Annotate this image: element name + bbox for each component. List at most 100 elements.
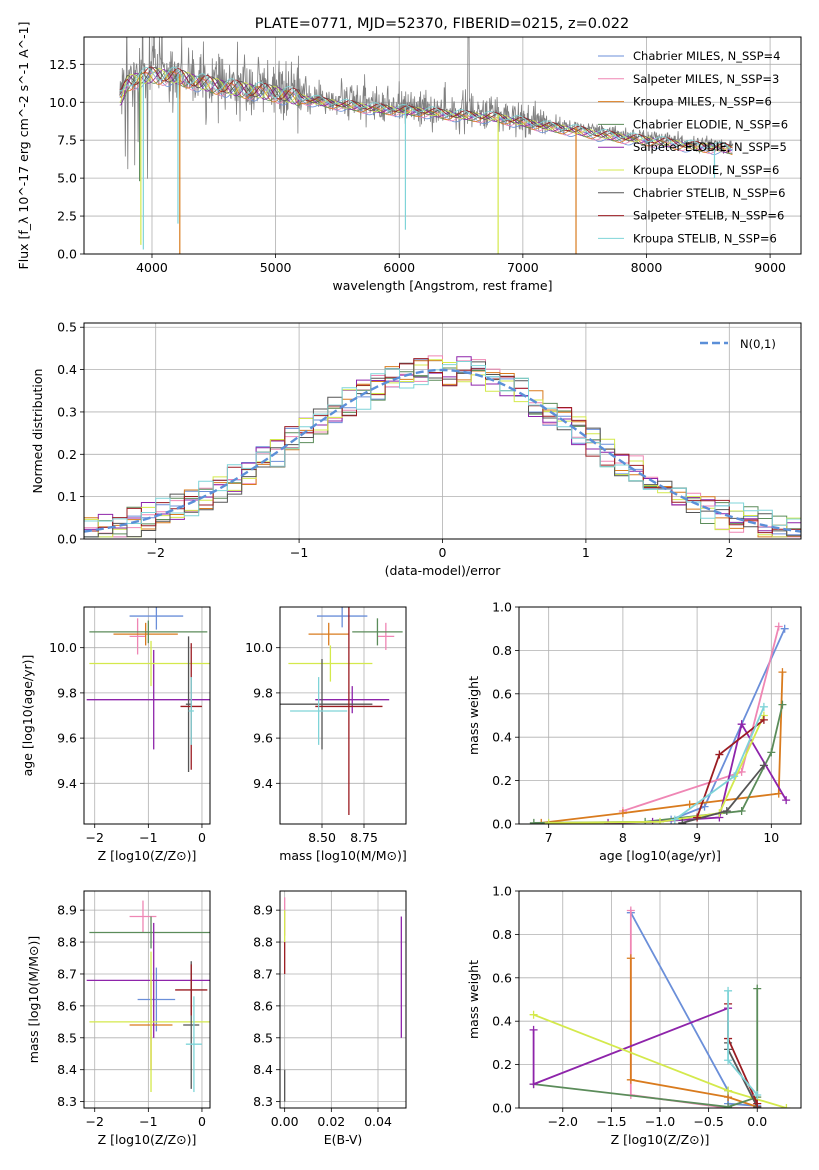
y-tick-label: 0.6 xyxy=(492,970,512,985)
x-tick-label: 1 xyxy=(582,545,590,560)
y-tick-label: 5.0 xyxy=(57,171,77,186)
weight-point-marker xyxy=(529,1010,538,1019)
plot-area xyxy=(84,355,801,538)
errorbar-point xyxy=(377,622,395,650)
y-tick-label: 10.0 xyxy=(49,640,77,655)
x-tick-label: −2 xyxy=(86,830,104,845)
y-tick-label: 7.5 xyxy=(57,133,77,148)
x-tick-label: 0.04 xyxy=(364,1114,392,1129)
plot-area xyxy=(86,607,210,773)
y-tick-label: 9.6 xyxy=(253,731,273,746)
legend-entry: Chabrier STELIB, N_SSP=6 xyxy=(633,186,785,200)
weight-point-marker xyxy=(724,1086,733,1095)
legend-entry: N(0,1) xyxy=(740,337,776,351)
y-tick-label: 0.0 xyxy=(492,1101,512,1116)
x-tick-label: 7000 xyxy=(507,260,539,275)
x-tick-label: −1.5 xyxy=(596,1114,626,1129)
weight-point-marker xyxy=(753,1090,762,1099)
y-tick-label: 0.0 xyxy=(57,247,77,262)
plot-area xyxy=(529,906,791,1108)
y-tick-label: 0.8 xyxy=(492,643,512,658)
weight-point-marker xyxy=(778,700,787,709)
plot-area xyxy=(529,622,791,824)
x-tick-label: −0.5 xyxy=(693,1114,723,1129)
weight-point-marker xyxy=(724,986,733,995)
errorbar-point xyxy=(188,677,194,745)
weight-point-marker xyxy=(724,1056,733,1065)
legend-entry: Salpeter MILES, N_SSP=3 xyxy=(633,72,779,86)
x-tick-label: 5000 xyxy=(260,260,292,275)
y-tick-label: 1.0 xyxy=(492,884,512,899)
y-axis-label: age [log10(age/yr)] xyxy=(20,655,35,777)
chart-title: PLATE=0771, MJD=52370, FIBERID=0215, z=0… xyxy=(255,16,629,32)
y-tick-label: 0.8 xyxy=(492,927,512,942)
y-tick-label: 0.6 xyxy=(492,686,512,701)
y-tick-label: 8.7 xyxy=(253,966,273,981)
y-axis-label: mass weight xyxy=(466,960,481,1039)
weight-point-marker xyxy=(670,815,679,824)
x-tick-label: −1 xyxy=(290,545,308,560)
y-tick-label: 8.9 xyxy=(57,903,77,918)
weight-point-marker xyxy=(782,1104,791,1108)
model-spectrum-line xyxy=(119,71,733,155)
legend-entry: Salpeter ELODIE, N_SSP=5 xyxy=(633,140,787,154)
y-tick-label: 0.4 xyxy=(492,1014,512,1029)
errorbar-point xyxy=(185,636,192,773)
age_vs_Z-panel: −2 −1 0 9.4 9.6 9.8 10.0 Z [log10(Z/Z⊙)] age [lo… xyxy=(20,606,211,863)
y-tick-label: 8.9 xyxy=(253,903,273,918)
y-axis-label: mass [log10(M/M⊙)] xyxy=(26,936,41,1064)
x-tick-label: 7 xyxy=(545,830,553,845)
errorbar-point xyxy=(352,618,403,646)
mass_vs_ebv-panel: 0.00 0.02 0.04 8.3 8.4 8.5 8.6 8.7 8.8 8.9 E(B-V) xyxy=(253,890,407,1147)
errorbar-point xyxy=(89,916,210,949)
y-tick-label: 9.4 xyxy=(57,776,77,791)
weight-point-marker xyxy=(529,1025,538,1034)
x-tick-label: 0 xyxy=(198,830,206,845)
weight-point-marker xyxy=(730,772,739,781)
axes-frame xyxy=(83,606,211,825)
y-tick-label: 8.3 xyxy=(253,1094,273,1109)
x-tick-label: 8.75 xyxy=(350,830,378,845)
x-tick-label: 6000 xyxy=(383,260,415,275)
errorbar-point xyxy=(89,640,210,687)
weight-point-marker xyxy=(737,720,746,729)
weight-point-marker xyxy=(678,818,687,824)
weight-point-marker xyxy=(767,748,776,757)
legend: N(0,1) xyxy=(700,337,776,351)
axes-frame xyxy=(279,606,407,825)
errorbar-point xyxy=(288,645,373,682)
x-tick-label: −2.0 xyxy=(548,1114,578,1129)
y-tick-label: 0.2 xyxy=(492,773,512,788)
y-axis-label: Flux [f_λ 10^-17 erg cm^-2 s^-1 A^-1] xyxy=(16,22,31,270)
x-axis-label: Z [log10(Z/Z⊙)] xyxy=(98,1132,197,1147)
legend-entry: Kroupa ELODIE, N_SSP=6 xyxy=(633,163,779,177)
weight-point-marker xyxy=(693,813,702,822)
x-tick-label: 9 xyxy=(693,830,701,845)
x-tick-label: 0 xyxy=(198,1114,206,1129)
histogram-step-line xyxy=(84,361,801,526)
x-tick-label: −2 xyxy=(86,1114,104,1129)
y-tick-label: 9.8 xyxy=(253,685,273,700)
errorbar-point xyxy=(280,658,373,750)
errorbar-point xyxy=(89,951,210,1093)
x-axis-label: wavelength [Angstrom, rest frame] xyxy=(332,278,552,293)
x-tick-label: −1 xyxy=(139,1114,157,1129)
x-tick-label: 0.02 xyxy=(317,1114,345,1129)
x-tick-label: 10 xyxy=(763,830,779,845)
age_vs_mass-panel: 8.50 8.75 9.4 9.6 9.8 10.0 mass [log10(M/M⊙)] xyxy=(245,606,407,863)
y-tick-label: 8.5 xyxy=(57,1030,77,1045)
y-tick-label: 0.0 xyxy=(57,532,77,547)
y-tick-label: 10.0 xyxy=(245,640,273,655)
y-tick-label: 1.0 xyxy=(492,600,512,615)
y-tick-label: 0.2 xyxy=(57,447,77,462)
axes-frame xyxy=(83,322,802,540)
y-tick-label: 12.5 xyxy=(49,57,77,72)
y-tick-label: 9.6 xyxy=(57,731,77,746)
x-tick-label: −1.0 xyxy=(645,1114,675,1129)
errorbar-point xyxy=(316,607,368,628)
model-spectrum-line xyxy=(119,69,733,153)
x-tick-label: 2 xyxy=(725,545,733,560)
y-tick-label: 8.6 xyxy=(253,998,273,1013)
x-tick-label: 0.0 xyxy=(747,1114,767,1129)
errorbar-point xyxy=(86,649,210,750)
